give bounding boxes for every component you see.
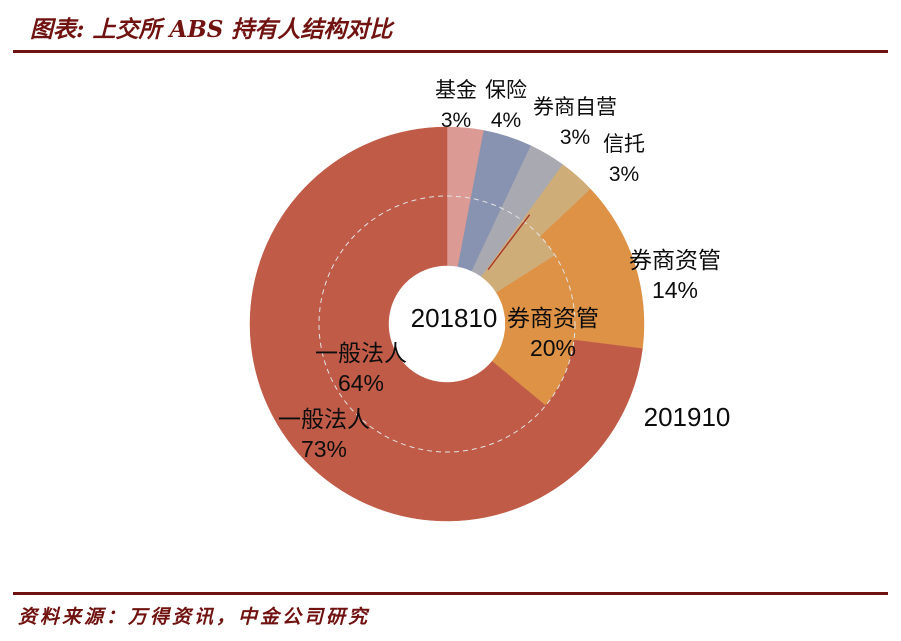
title-rule — [13, 50, 888, 53]
source-note: 资料来源：万得资讯，中金公司研究 — [18, 606, 371, 628]
inner-ring-divider-line — [487, 214, 531, 271]
donut-chart: 基金 3% 保险 4% 券商自营 3% 信托 3% 券商资管 14% 券商资管 20% 201810 一般… — [0, 55, 901, 590]
donut-chart-svg — [249, 126, 645, 522]
figure-title: 图表: 上交所 ABS 持有人结构对比 — [30, 16, 393, 43]
ring-boundary-dashed-circle — [318, 195, 576, 453]
footer-rule — [13, 592, 888, 595]
